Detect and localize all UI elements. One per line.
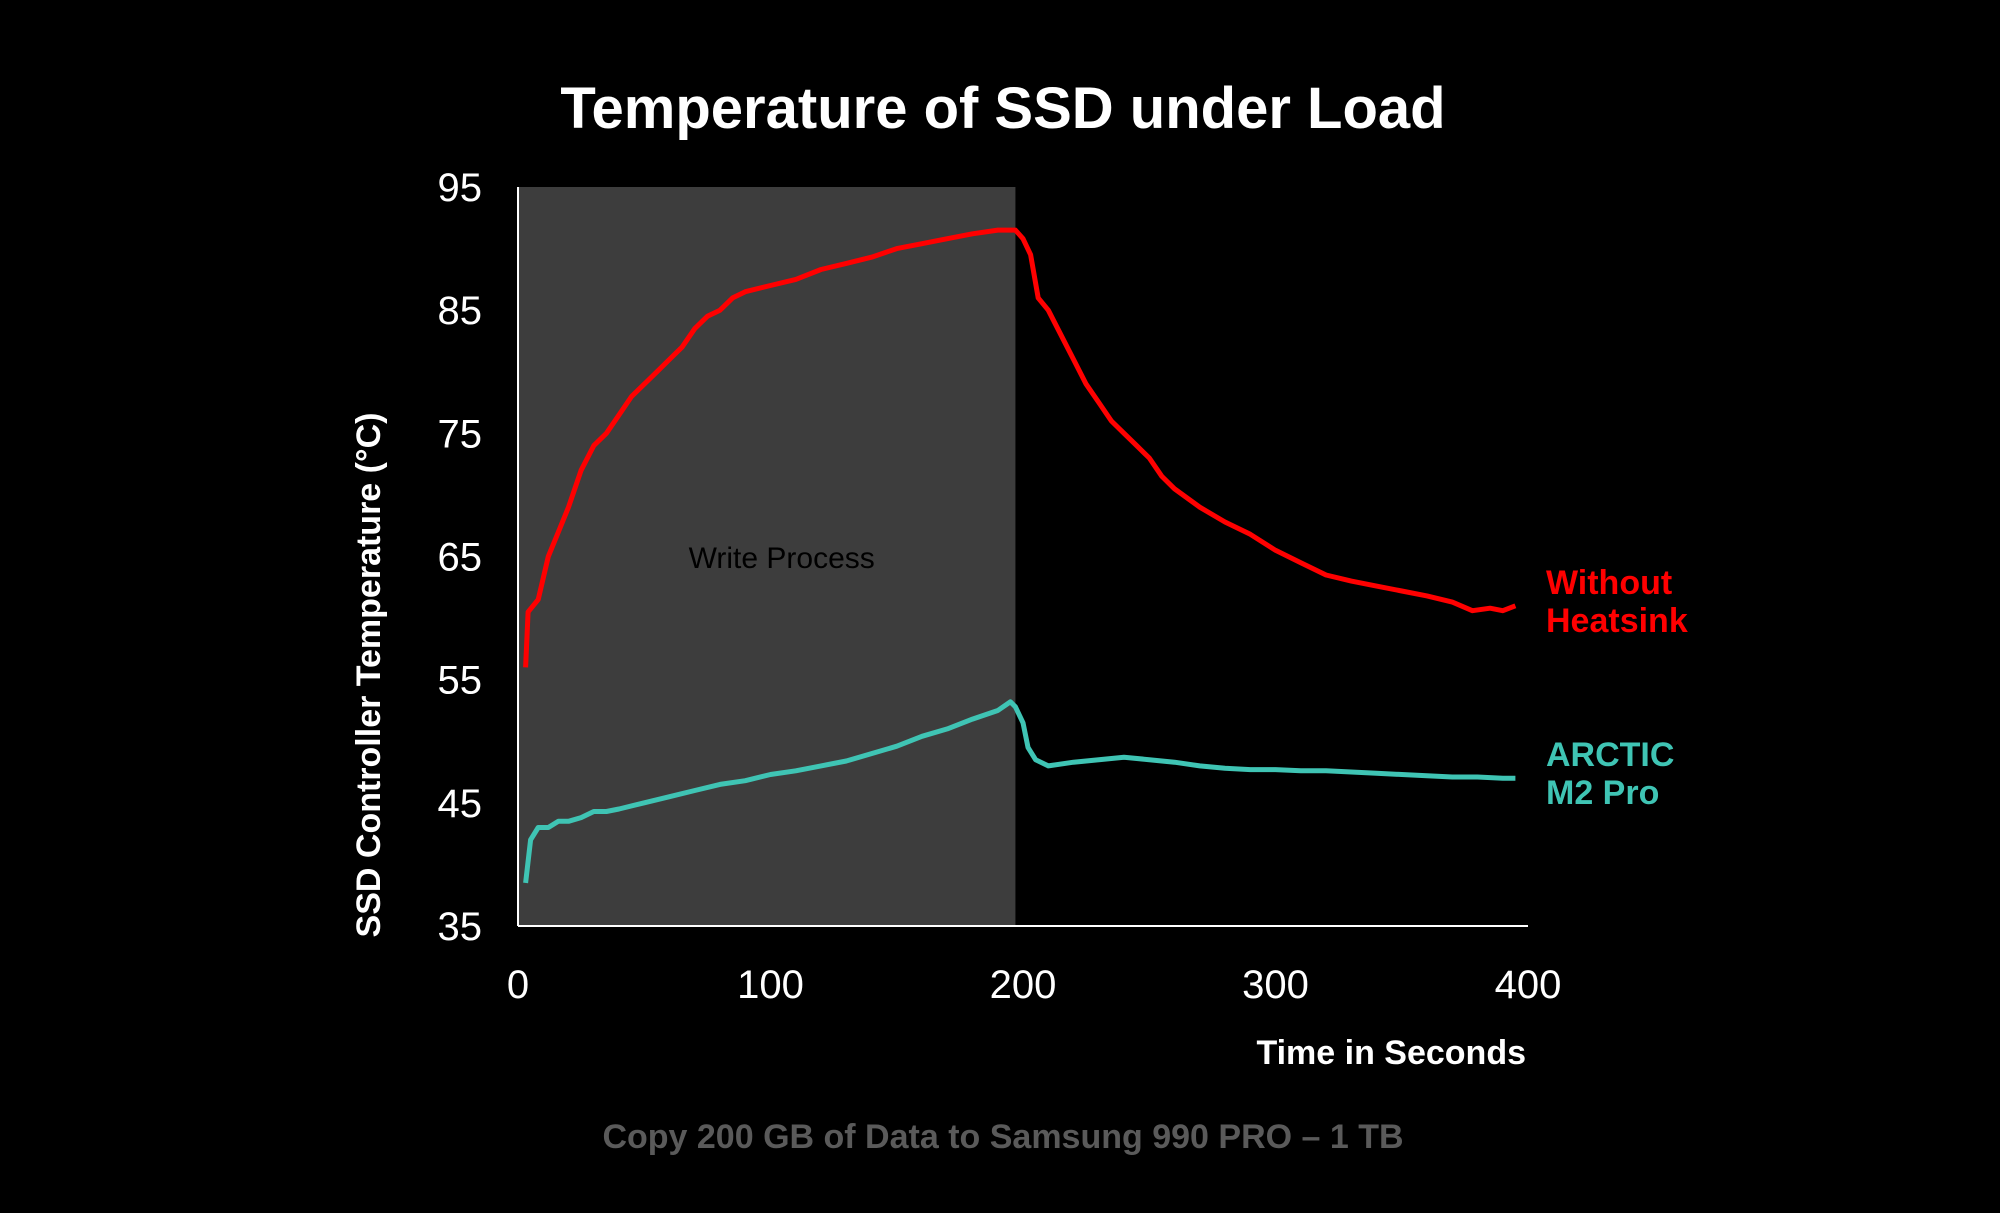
series-lines <box>523 227 1517 884</box>
x-tick-labels: 0 100 200 300 400 <box>507 963 1562 1007</box>
y-axis-label: SSD Controller Temperature (°C) <box>350 413 388 938</box>
y-tick-label: 55 <box>438 659 483 703</box>
x-tick-label: 300 <box>1242 963 1309 1007</box>
x-tick-label: 0 <box>507 963 529 1007</box>
series-label: Heatsink <box>1546 602 1688 640</box>
series-label: ARCTIC <box>1546 736 1674 774</box>
series-label: Without <box>1546 564 1672 602</box>
series-line <box>523 227 1517 668</box>
y-tick-label: 45 <box>438 782 483 826</box>
y-tick-labels: 35 45 55 65 75 85 95 <box>438 166 483 949</box>
y-tick-label: 65 <box>438 536 483 580</box>
write-process-label: Write Process <box>689 542 875 575</box>
chart-title: Temperature of SSD under Load <box>560 76 1445 141</box>
x-axis-label: Time in Seconds <box>1256 1034 1526 1072</box>
x-tick-label: 200 <box>990 963 1057 1007</box>
x-tick-label: 400 <box>1495 963 1562 1007</box>
series-label: M2 Pro <box>1546 774 1659 812</box>
x-tick-label: 100 <box>737 963 804 1007</box>
y-tick-label: 85 <box>438 289 483 333</box>
y-tick-label: 95 <box>438 166 483 210</box>
write-process-region <box>518 187 1016 926</box>
series-line <box>523 699 1516 884</box>
chart-caption: Copy 200 GB of Data to Samsung 990 PRO –… <box>602 1118 1403 1156</box>
y-tick-label: 75 <box>438 412 483 456</box>
y-tick-label: 35 <box>438 905 483 949</box>
